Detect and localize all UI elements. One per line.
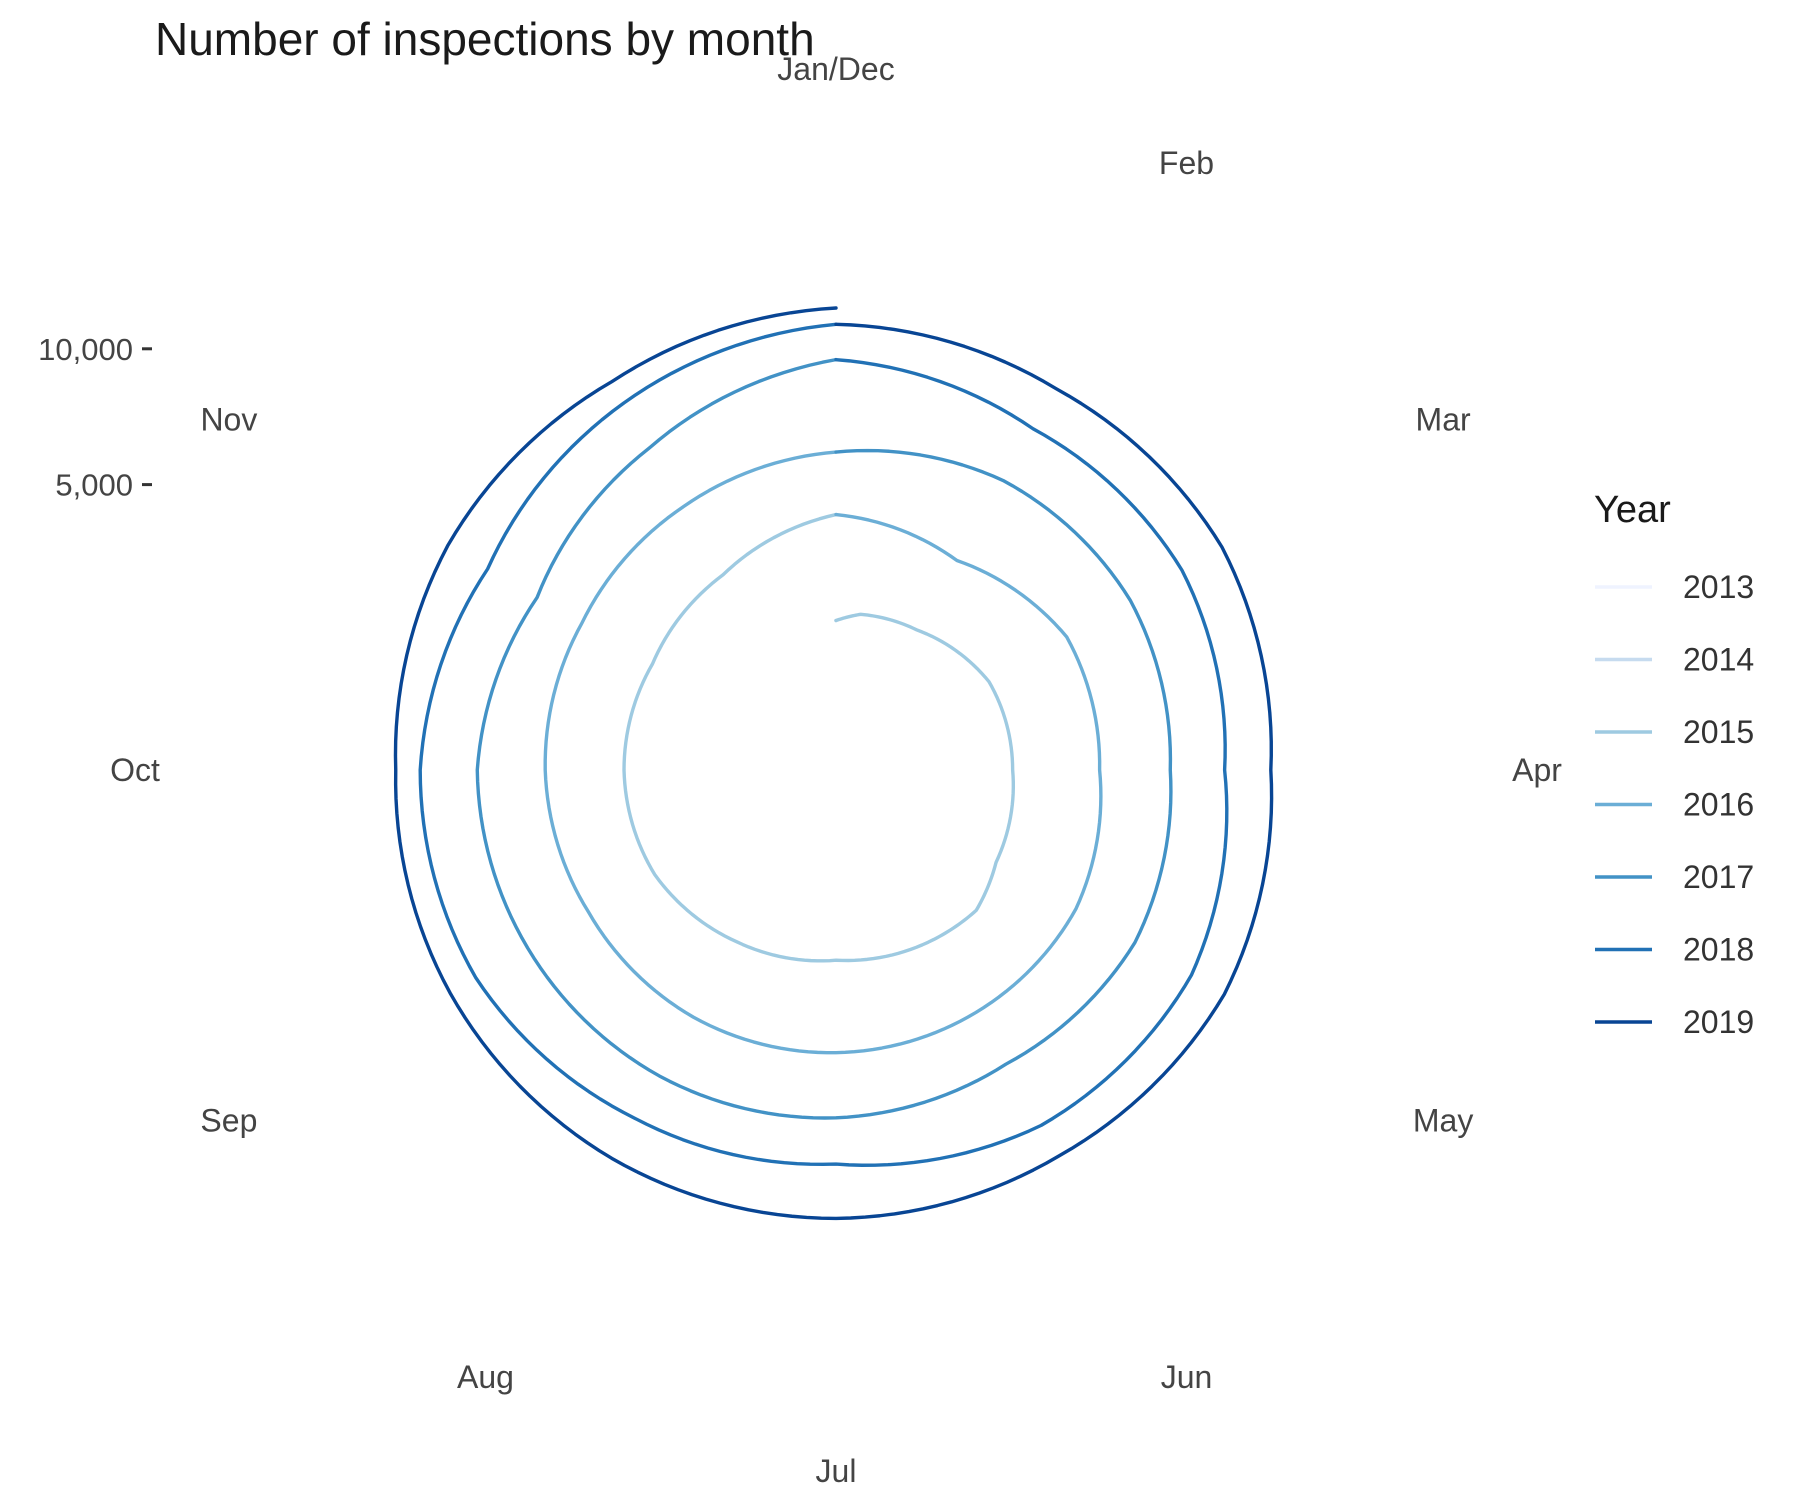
month-label: Aug (457, 1359, 514, 1395)
radial-axis: 5,000 10,000 (38, 332, 152, 503)
month-label: Jul (816, 1453, 857, 1489)
legend-label-2019: 2019 (1683, 1004, 1754, 1040)
series-line-2017 (475, 357, 1173, 1120)
month-label: Apr (1512, 752, 1562, 788)
month-label: Sep (200, 1103, 257, 1139)
month-label: Feb (1159, 145, 1214, 181)
radial-tick-label: 5,000 (55, 468, 133, 503)
series-line-2018 (418, 322, 1229, 1167)
legend: Year 2013 2014 2015 2016 2017 2018 2019 (1594, 489, 1754, 1040)
legend-title: Year (1594, 489, 1671, 531)
legend-label-2013: 2013 (1683, 569, 1754, 605)
chart-title: Number of inspections by month (155, 13, 815, 65)
month-label: Mar (1416, 402, 1471, 438)
month-label: May (1413, 1103, 1473, 1139)
series-line-2019 (393, 306, 1274, 1221)
month-labels: Jan/Dec Feb Mar Apr May Jun Jul Aug Sep Oct Nov (110, 51, 1562, 1489)
month-label: Jun (1161, 1359, 1213, 1395)
legend-label-2018: 2018 (1683, 932, 1754, 968)
series-line-2016 (543, 450, 1103, 1055)
legend-label-2015: 2015 (1683, 714, 1754, 750)
month-label: Oct (110, 752, 160, 788)
month-label: Nov (200, 402, 257, 438)
month-label: Jan/Dec (777, 51, 894, 87)
series-line-2015 (622, 512, 1016, 963)
legend-label-2014: 2014 (1683, 642, 1754, 678)
legend-label-2016: 2016 (1683, 787, 1754, 823)
legend-label-2017: 2017 (1683, 859, 1754, 895)
legend-items: 2013 2014 2015 2016 2017 2018 2019 (1595, 569, 1754, 1040)
series-lines (393, 306, 1274, 1221)
radial-tick-label: 10,000 (38, 332, 133, 367)
